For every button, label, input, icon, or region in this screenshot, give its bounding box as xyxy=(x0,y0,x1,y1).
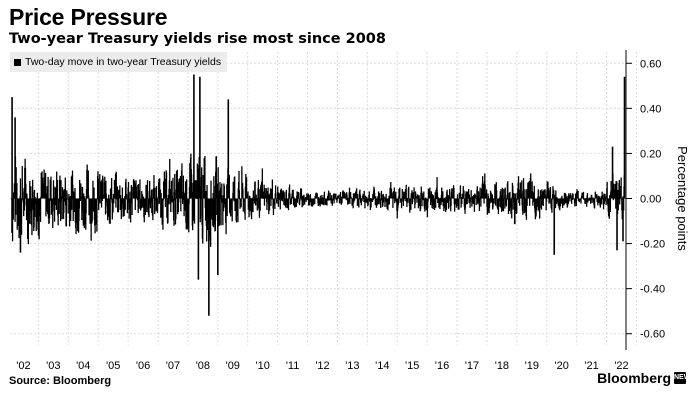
source-note: Source: Bloomberg xyxy=(9,375,112,387)
legend-swatch xyxy=(14,58,21,66)
x-tick-label: '09 xyxy=(226,360,240,372)
x-tick-label: '12 xyxy=(315,360,329,372)
x-tick-label: '10 xyxy=(256,360,270,372)
x-tick-label: '14 xyxy=(375,360,389,372)
brand-badge-icon: NEW xyxy=(674,372,690,384)
y-tick-label: 0.60 xyxy=(640,58,661,70)
x-tick-label: '19 xyxy=(525,360,539,372)
y-tick-label: -0.20 xyxy=(640,239,665,251)
x-tick-label: '17 xyxy=(465,360,479,372)
y-tick-label: 0.00 xyxy=(640,194,661,206)
x-tick-label: '22 xyxy=(614,360,628,372)
y-tick-label: -0.60 xyxy=(640,329,665,341)
series-bars xyxy=(10,74,626,316)
x-tick-label: '02 xyxy=(16,360,30,372)
x-tick-label: '18 xyxy=(495,360,509,372)
x-tick-label: '13 xyxy=(345,360,359,372)
legend-label: Two-day move in two-year Treasury yields xyxy=(25,56,222,68)
brand-logo: Bloomberg NEW xyxy=(597,370,690,386)
y-axis-label: Percentage points xyxy=(675,146,690,251)
x-tick-label: '21 xyxy=(584,360,598,372)
x-tick-label: '11 xyxy=(286,360,300,372)
x-tick-label: '20 xyxy=(555,360,569,372)
x-tick-label: '16 xyxy=(435,360,449,372)
x-tick-label: '07 xyxy=(166,360,180,372)
chart-subtitle: Two-year Treasury yields rise most since… xyxy=(9,31,386,47)
x-tick-label: '03 xyxy=(46,360,60,372)
x-tick-label: '04 xyxy=(76,360,90,372)
grid-lines xyxy=(10,52,637,345)
chart-title: Price Pressure xyxy=(9,4,168,30)
y-tick-label: 0.20 xyxy=(640,148,661,160)
brand-name: Bloomberg xyxy=(597,370,671,386)
y-tick-label: 0.40 xyxy=(640,103,661,115)
x-tick-label: '08 xyxy=(196,360,210,372)
y-tick-label: -0.40 xyxy=(640,284,665,296)
x-tick-label: '05 xyxy=(106,360,120,372)
x-tick-label: '06 xyxy=(136,360,150,372)
axes: 0.60 0.40 0.20 0.00 -0.20 -0.40 -0.60 '02 '03 '04… xyxy=(16,50,690,372)
x-tick-label: '15 xyxy=(405,360,419,372)
legend: Two-day move in two-year Treasury yields xyxy=(10,52,228,72)
